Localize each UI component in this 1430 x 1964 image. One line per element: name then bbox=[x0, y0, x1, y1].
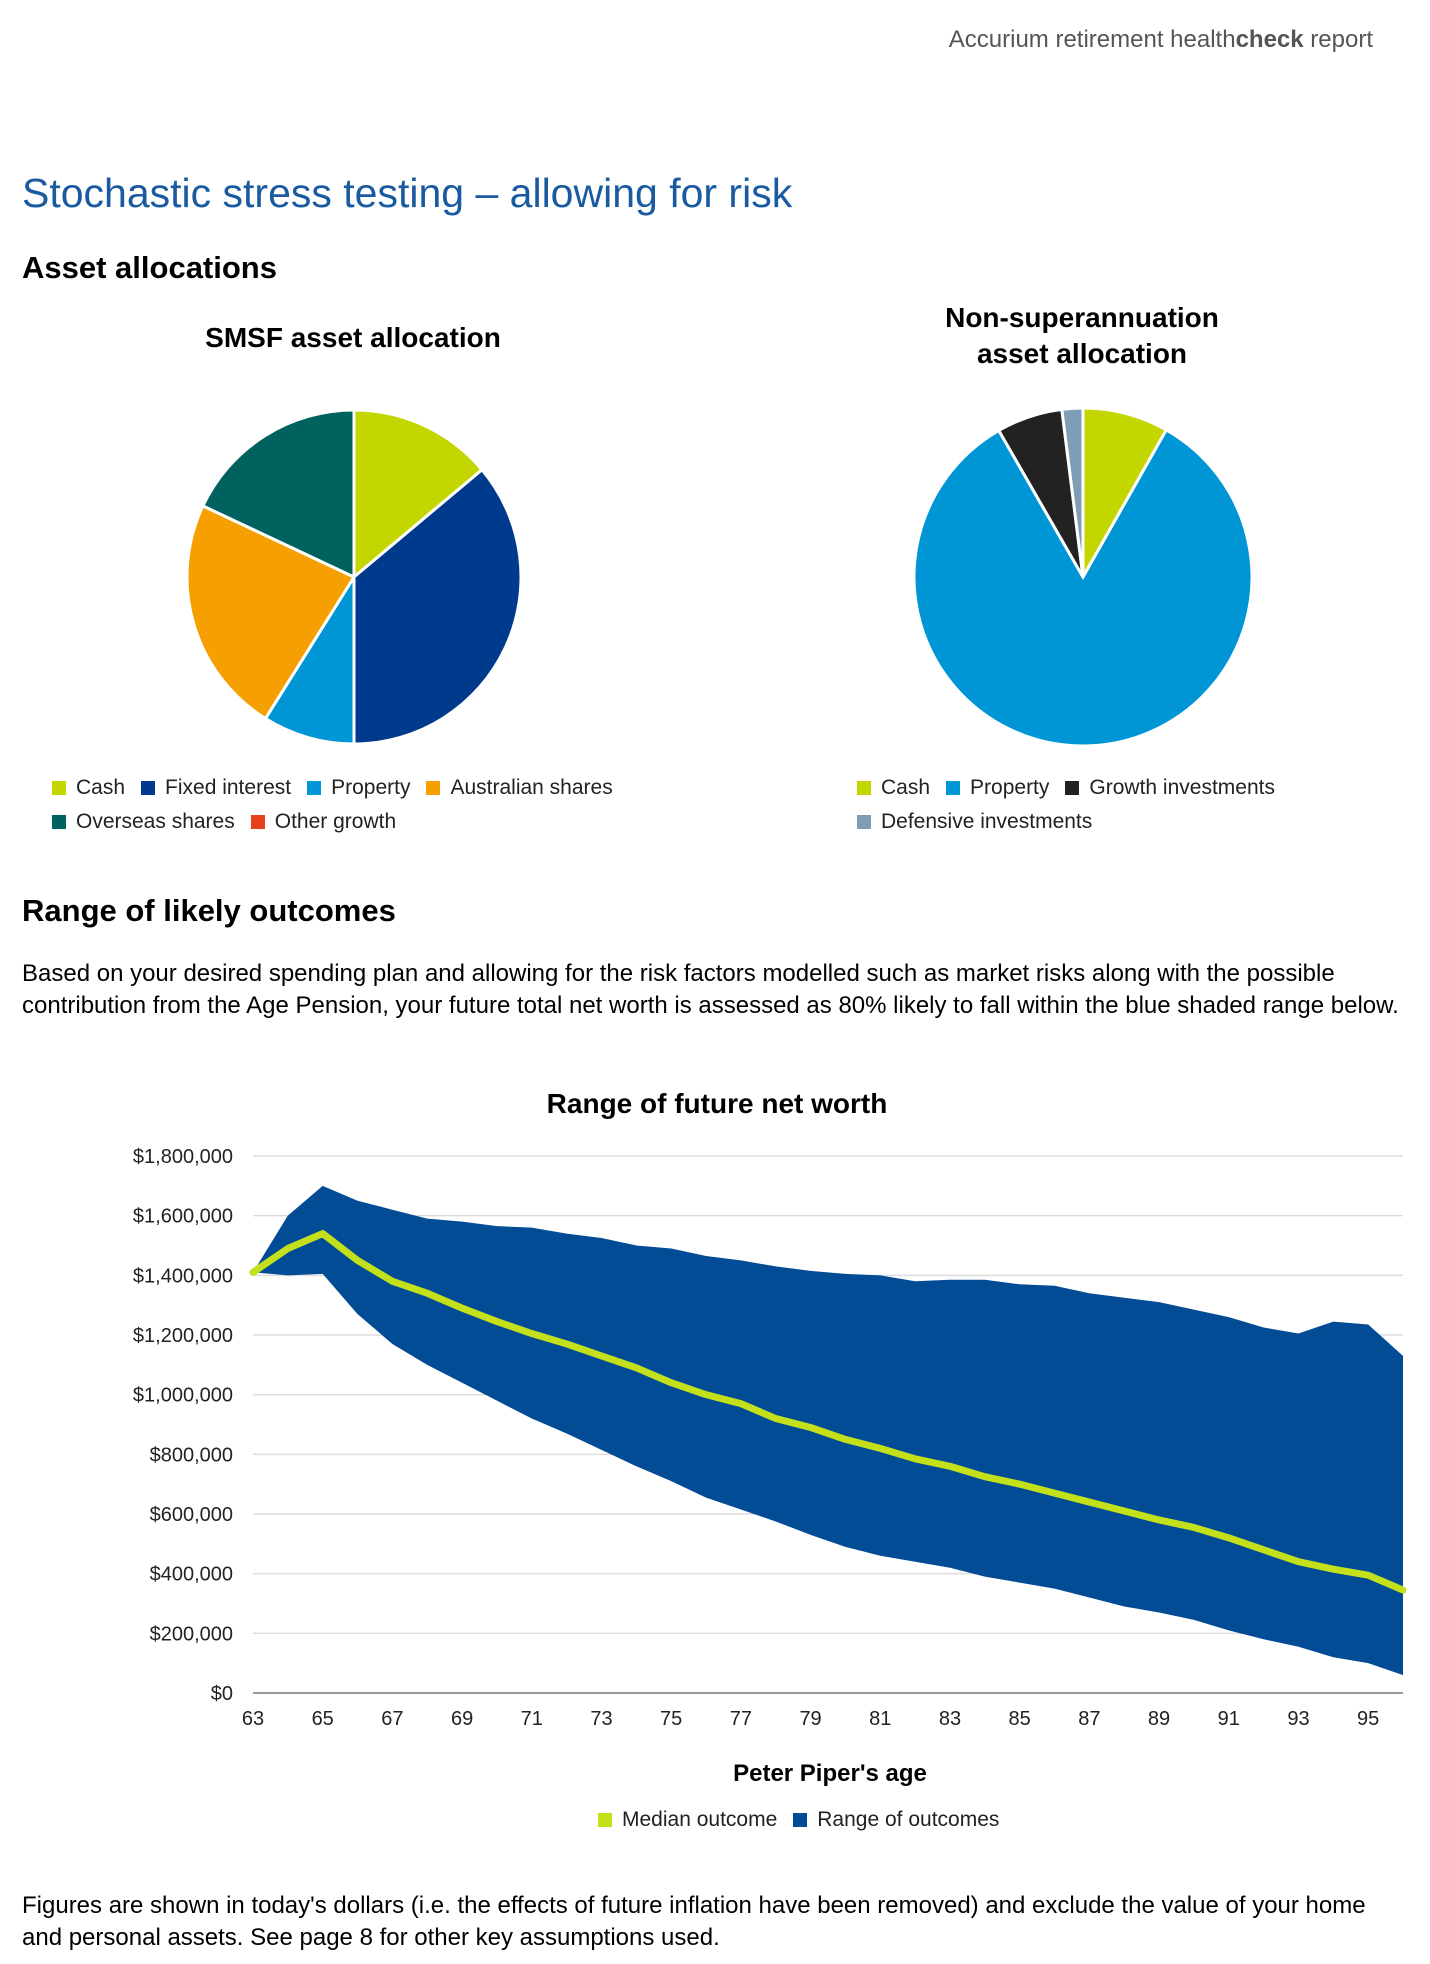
nonsuper-title-line: asset allocation bbox=[976, 338, 1188, 369]
pie-charts bbox=[185, 406, 1254, 748]
x-tick-label: 63 bbox=[242, 1708, 264, 1730]
x-tick-label: 67 bbox=[381, 1708, 403, 1730]
pie-slice-australian-shares bbox=[185, 503, 357, 721]
x-tick-label: 89 bbox=[1148, 1708, 1170, 1730]
pie-slice-overseas-shares bbox=[200, 408, 356, 580]
y-tick-label: $1,200,000 bbox=[133, 1325, 233, 1347]
legend-swatch bbox=[857, 781, 871, 795]
legend-item-median: Median outcome bbox=[598, 1808, 777, 1832]
pie-slice-cash bbox=[1081, 406, 1169, 583]
median-outcome-line bbox=[249, 1230, 1407, 1594]
legend-swatch bbox=[857, 815, 871, 829]
networth-chart: $0 $200,000 $400,000 $600,000 $800,000 $1,000… bbox=[133, 1146, 1407, 1730]
pie-slice-property bbox=[912, 427, 1254, 748]
pie-slice-property bbox=[263, 571, 356, 746]
y-tick-label: $200,000 bbox=[150, 1623, 233, 1645]
legend-swatch bbox=[598, 1813, 612, 1827]
networth-chart-title: Range of future net worth bbox=[546, 1088, 888, 1119]
range-description: Based on your desired spending plan and … bbox=[22, 960, 1399, 1019]
legend-label: Cash bbox=[76, 776, 126, 799]
legend-label: Fixed interest bbox=[165, 776, 292, 799]
legend-swatch bbox=[426, 781, 441, 795]
y-tick-label: $600,000 bbox=[150, 1504, 233, 1526]
nonsuper-legend: Cash Property Growth investments Defensi… bbox=[857, 771, 1275, 839]
legend-item-australian-shares: Australian shares bbox=[426, 776, 613, 800]
x-tick-label: 69 bbox=[451, 1708, 473, 1730]
x-tick-label: 79 bbox=[799, 1708, 821, 1730]
header-text: Accurium retirement health bbox=[948, 26, 1236, 53]
x-tick-label: 83 bbox=[939, 1708, 961, 1730]
pie-slice-defensive-investments bbox=[1060, 406, 1085, 578]
legend-label: Property bbox=[970, 776, 1050, 799]
legend-item-cash: Cash bbox=[857, 776, 930, 800]
x-tick-label: 95 bbox=[1357, 1708, 1379, 1730]
legend-swatch bbox=[946, 781, 961, 795]
legend-swatch bbox=[793, 1813, 808, 1827]
y-tick-label: $400,000 bbox=[150, 1564, 233, 1586]
header-text-end: report bbox=[1303, 26, 1373, 53]
legend-swatch bbox=[250, 815, 265, 829]
y-tick-label: $0 bbox=[211, 1683, 233, 1705]
asset-allocations-heading: Asset allocations bbox=[22, 250, 277, 285]
nonsuper-pie-title: Non-superannuation asset allocation bbox=[882, 300, 1282, 372]
legend-label: Defensive investments bbox=[881, 810, 1093, 833]
x-tick-label: 75 bbox=[660, 1708, 682, 1730]
x-tick-label: 81 bbox=[869, 1708, 891, 1730]
x-tick-label: 93 bbox=[1287, 1708, 1309, 1730]
x-tick-label: 91 bbox=[1218, 1708, 1240, 1730]
report-header: Accurium retirement healthcheck report bbox=[949, 26, 1373, 54]
x-tick-label: 73 bbox=[590, 1708, 612, 1730]
smsf-pie-title: SMSF asset allocation bbox=[205, 322, 501, 353]
x-tick-label: 65 bbox=[312, 1708, 334, 1730]
legend-swatch bbox=[52, 815, 66, 829]
legend-item-growth-investments: Growth investments bbox=[1065, 776, 1275, 800]
y-tick-label: $1,800,000 bbox=[133, 1146, 233, 1168]
page-title: Stochastic stress testing – allowing for… bbox=[22, 170, 793, 216]
legend-item-overseas-shares: Overseas shares bbox=[52, 810, 235, 834]
legend-label: Other growth bbox=[274, 810, 397, 833]
nonsuper-title-line: Non-superannuation bbox=[945, 302, 1219, 333]
y-tick-label: $1,600,000 bbox=[133, 1206, 233, 1228]
legend-label: Growth investments bbox=[1089, 776, 1275, 799]
x-tick-label: 87 bbox=[1078, 1708, 1100, 1730]
networth-legend: Median outcome Range of outcomes bbox=[598, 1803, 999, 1837]
y-tick-label: $1,000,000 bbox=[133, 1385, 233, 1407]
legend-item-defensive-investments: Defensive investments bbox=[857, 810, 1092, 834]
legend-label: Cash bbox=[881, 776, 931, 799]
legend-item-fixed-interest: Fixed interest bbox=[141, 776, 291, 800]
footnote: Figures are shown in today's dollars (i.… bbox=[22, 1892, 1366, 1951]
y-tick-label: $800,000 bbox=[150, 1444, 233, 1466]
range-heading: Range of likely outcomes bbox=[22, 893, 396, 928]
legend-swatch bbox=[52, 781, 66, 795]
x-tick-label: 77 bbox=[730, 1708, 752, 1730]
legend-label: Australian shares bbox=[450, 776, 613, 799]
pie-slice-fixed-interest bbox=[352, 467, 523, 746]
x-axis-title: Peter Piper's age bbox=[733, 1760, 927, 1787]
legend-label: Median outcome bbox=[622, 1808, 778, 1831]
legend-label: Property bbox=[331, 776, 411, 799]
header-bold-text: check bbox=[1235, 26, 1304, 53]
legend-item-property: Property bbox=[946, 776, 1049, 800]
smsf-legend: Cash Fixed interest Property Australian … bbox=[52, 771, 613, 839]
legend-item-property: Property bbox=[307, 776, 410, 800]
legend-label: Overseas shares bbox=[76, 810, 235, 833]
legend-item-cash: Cash bbox=[52, 776, 125, 800]
legend-label: Range of outcomes bbox=[817, 1808, 1000, 1831]
legend-item-range: Range of outcomes bbox=[793, 1808, 999, 1832]
legend-swatch bbox=[307, 781, 322, 795]
legend-swatch bbox=[1065, 781, 1080, 795]
x-tick-label: 71 bbox=[521, 1708, 543, 1730]
legend-swatch bbox=[141, 781, 156, 795]
y-tick-label: $1,400,000 bbox=[133, 1265, 233, 1287]
x-tick-label: 85 bbox=[1009, 1708, 1031, 1730]
legend-item-other-growth: Other growth bbox=[250, 810, 397, 834]
pie-slice-cash bbox=[352, 408, 485, 581]
